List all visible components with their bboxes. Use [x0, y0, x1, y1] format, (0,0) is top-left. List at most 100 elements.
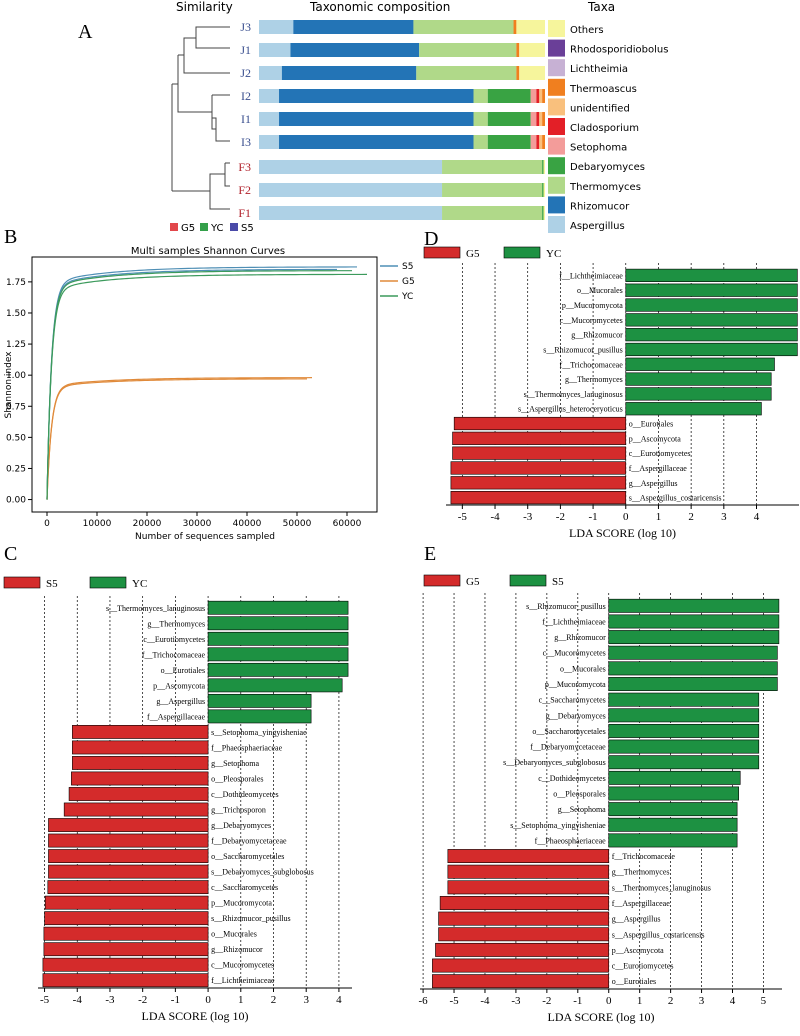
stack-seg-f3-aspergillus	[259, 160, 443, 174]
panelc-bar-f-phaeosphaeriaceae	[72, 740, 209, 755]
panelc-bar-label-c-dothideomycetes: c__Dothideomycetes	[211, 790, 279, 799]
panele-xtick-label: 5	[761, 995, 767, 1007]
panelc-bar-label-o-eurotiales: o__Eurotiales	[161, 666, 205, 675]
stack-seg-i3-thermomyces	[473, 135, 488, 149]
panele-bar-label-c-mucoromycetes: c__Mucoromycetes	[543, 649, 606, 658]
stack-seg-j3-rhizomucor	[293, 20, 414, 34]
panele-xlabel: LDA SCORE (log 10)	[547, 1010, 654, 1024]
panele-xtick-label: 2	[668, 995, 674, 1007]
panel-a-header-taxa: Taxa	[587, 0, 615, 14]
stack-seg-f3-others	[543, 160, 545, 174]
sample-label-j2: J2	[240, 66, 251, 80]
panel-e-letter: E	[424, 543, 436, 565]
b-ytick-label: 1.75	[6, 278, 26, 288]
panel-b-axes: 0 10000 20000 30000 40000 50000 60000 0.00 0.25 0…	[6, 278, 362, 529]
stack-seg-i1-rhizomucor	[279, 112, 474, 126]
stack-seg-i3-debaryomyces	[487, 135, 531, 149]
panelc-xtick-label: -5	[40, 994, 50, 1006]
taxa-swatch-cladosporium	[548, 118, 565, 135]
panelc-bar-o-eurotiales	[207, 662, 349, 677]
paneld-legend-swatch-g5	[423, 246, 461, 259]
taxa-swatch-unidentified	[548, 98, 565, 116]
panele-bar-label-g-setophoma: g__Setophoma	[558, 805, 606, 814]
panele-bar-label-s-debaryomyces-subglobosus: s__Debaryomyces_subglobosus	[503, 758, 606, 767]
legend-swatch-g5	[170, 223, 178, 231]
panelc-bar-label-g-thermomyces: g__Thermomyces	[147, 619, 205, 628]
taxa-label-rhizomucor: Rhizomucor	[570, 201, 630, 212]
panel-d: D G5 YC -5 -4 -3 -2 -1 0 1 2 3 4 LDA SCORE (log 10) f…	[423, 228, 799, 540]
panele-bar-f-phaeosphaeriaceae	[608, 833, 738, 848]
panelc-bar-f-aspergillaceae	[207, 709, 312, 724]
stack-seg-f2-aspergillus	[259, 183, 443, 197]
b-ytick-label: 1.25	[6, 340, 26, 350]
panele-bar-label-p-mucoromycota: p__Mucoromycota	[545, 680, 606, 689]
taxa-swatch-aspergillus	[548, 216, 565, 233]
sample-label-j1: J1	[240, 43, 251, 57]
paneld-bar-label-f-trichocomaceae: f__Trichocomaceae	[560, 360, 624, 369]
panelc-xtick-label: -1	[171, 994, 180, 1006]
b-xtick-label: 10000	[83, 519, 112, 529]
paneld-bar-label-c-mucoromycetes: c__Mucoromycetes	[560, 316, 623, 325]
panele-xtick-label: 1	[637, 995, 643, 1007]
panelc-bar-o-saccharomycetales	[48, 849, 209, 863]
paneld-bar-label-s-aspergillus-heteroceryoticus: s__Aspergillus_heteroceryoticus	[518, 405, 623, 414]
paneld-bar-o-eurotiales	[453, 416, 627, 431]
panelc-bar-label-c-mucoromycetes: c__Mucoromycetes	[211, 961, 274, 970]
panele-bar-s-setophoma-yingyisheniae	[608, 817, 738, 832]
panelc-bar-f-debaryomycetaceae	[48, 833, 209, 848]
paneld-bar-label-o-mucorales: o__Mucorales	[577, 286, 623, 295]
paneld-bar-o-mucorales	[625, 283, 798, 297]
sample-label-i2: I2	[241, 89, 251, 103]
panelc-bar-g-rhizomucor	[43, 942, 209, 957]
b-curve-g5	[46, 377, 313, 500]
stack-seg-j1-aspergillus	[259, 43, 291, 57]
paneld-xtick-label: 1	[656, 511, 662, 523]
taxa-label-aspergillus: Aspergillus	[570, 221, 625, 232]
panelc-bar-o-mucorales	[43, 926, 209, 941]
b-legend-label-g5: G5	[402, 277, 415, 287]
panelc-legend-swatch-s5	[3, 576, 41, 589]
b-ytick-label: 1.00	[6, 371, 26, 381]
panele-bar-label-o-saccharomycetales: o__Saccharomycetales	[532, 727, 605, 736]
panelc-xtick-label: 3	[303, 994, 309, 1006]
paneld-xtick-label: 3	[721, 511, 727, 523]
stack-seg-j3-others	[516, 20, 545, 34]
panele-bar-s-rhizomucor-pusillus	[608, 598, 780, 613]
paneld-bar-g-aspergillus	[450, 476, 627, 490]
taxa-label-others: Others	[570, 25, 604, 36]
panele-xtick-label: 0	[606, 995, 612, 1007]
panele-bar-g-thermomyces	[447, 864, 610, 879]
taxa-label-unidentified: unidentified	[570, 103, 630, 114]
panelc-bar-g-thermomyces	[207, 616, 349, 631]
stack-seg-f2-debaryomyces	[542, 183, 544, 197]
panele-bar-label-g-aspergillus: g__Aspergillus	[612, 915, 661, 924]
b-xtick-label: 50000	[283, 519, 312, 529]
panelc-legend-label-yc: YC	[132, 578, 147, 590]
paneld-bar-label-g-thermomyces: g__Thermomyces	[565, 375, 623, 384]
stack-seg-j2-thermoascus	[516, 66, 520, 80]
panelc-bar-g-debaryomyces	[48, 818, 209, 832]
panele-bar-label-s-setophoma-yingyisheniae: s__Setophoma_yingyisheniae	[510, 821, 606, 830]
group-legend: G5 YC S5	[170, 223, 254, 234]
panele-legend-swatch-g5	[423, 574, 461, 587]
paneld-bar-label-s-thermomyces-lanuginosus: s__Thermomyces_lanuginosus	[524, 390, 623, 399]
stack-seg-i3-aspergillus	[259, 135, 280, 149]
panele-bar-o-saccharomycetales	[608, 723, 760, 738]
b-ytick-label: 1.50	[6, 309, 26, 319]
paneld-bar-s-aspergillus-costaricensis	[450, 490, 627, 505]
paneld-xtick-label: -3	[523, 511, 533, 523]
panelc-bar-f-lichtheimiaceae	[42, 973, 209, 988]
stack-seg-f1-aspergillus	[259, 206, 443, 220]
paneld-bar-label-c-eurotiomycetes: c__Eurotiomycetes	[629, 449, 691, 458]
panelc-bar-label-s-rhizomucor-pusillus: s__Rhizomucor_pusillus	[211, 914, 291, 923]
panele-legend-swatch-s5	[509, 574, 547, 587]
panele-bar-label-f-lichtheimiaceae: f__Lichtheimiaceae	[542, 617, 606, 626]
panelc-bar-label-f-aspergillaceae: f__Aspergillaceae	[147, 712, 205, 721]
paneld-xtick-label: -4	[490, 511, 500, 523]
b-xtick-label: 40000	[233, 519, 262, 529]
paneld-bar-p-ascomycota	[452, 431, 627, 445]
b-ytick-label: 0.25	[6, 464, 26, 474]
panele-xtick-label: -6	[419, 995, 429, 1007]
sample-label-f1: F1	[238, 206, 251, 220]
taxa-label-setophoma: Setophoma	[570, 143, 627, 154]
